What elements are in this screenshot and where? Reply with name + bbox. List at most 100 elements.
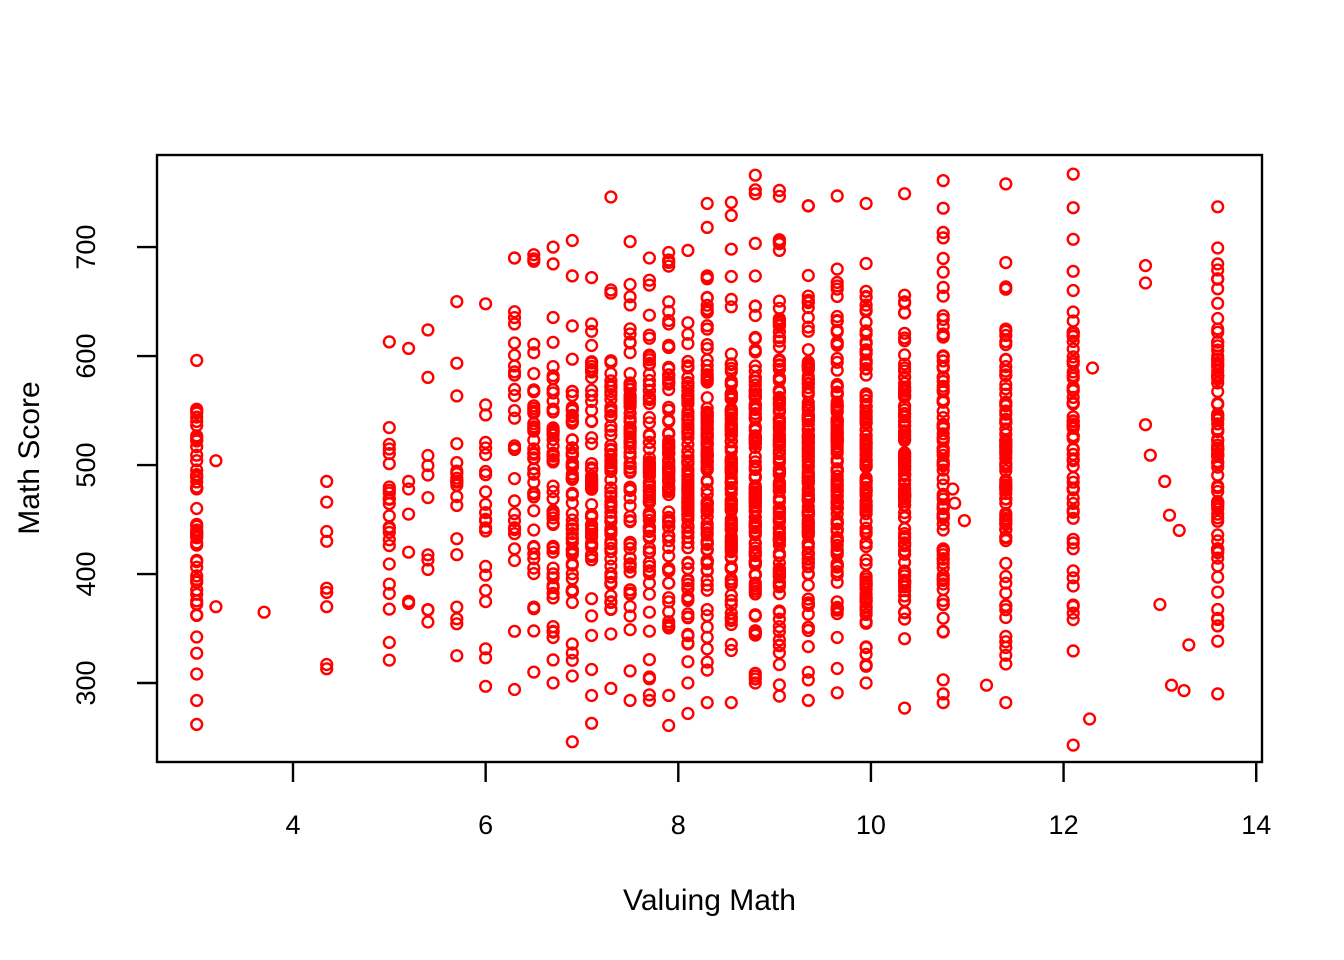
data-point [604, 419, 618, 433]
data-point [681, 360, 695, 374]
data-point [662, 513, 676, 527]
data-point [700, 270, 714, 285]
data-point [772, 362, 787, 377]
data-point [527, 442, 541, 456]
data-point [565, 488, 579, 502]
data-point [190, 531, 204, 545]
data-point [830, 432, 844, 447]
data-point [1066, 201, 1080, 215]
data-point [1066, 232, 1080, 246]
data-point [190, 353, 204, 368]
data-point [546, 402, 560, 416]
data-point [748, 236, 762, 251]
data-point [748, 666, 762, 680]
data-point [450, 490, 464, 504]
data-point [748, 558, 762, 572]
data-point [681, 316, 695, 330]
data-point [642, 605, 657, 619]
data-point [936, 492, 950, 506]
data-point [584, 508, 599, 522]
data-point [681, 327, 695, 341]
data-point [190, 517, 204, 532]
data-point [507, 494, 522, 508]
data-point [1211, 551, 1225, 565]
data-point [190, 553, 204, 567]
data-point [801, 199, 815, 213]
data-point [1211, 257, 1225, 271]
data-point [623, 379, 637, 394]
data-point [604, 510, 618, 525]
data-point [772, 183, 787, 198]
data-point [830, 325, 844, 339]
data-point [604, 527, 618, 541]
data-point [479, 505, 493, 520]
data-points [190, 167, 1225, 752]
data-point [584, 403, 599, 418]
data-point [604, 190, 618, 204]
data-point [748, 485, 762, 499]
data-point [604, 423, 618, 438]
data-point [748, 672, 762, 686]
data-point [772, 416, 787, 430]
data-point [772, 237, 787, 251]
data-point [999, 506, 1013, 521]
data-point [946, 482, 960, 496]
data-point [1066, 167, 1080, 181]
data-point [450, 498, 464, 513]
data-point [382, 653, 396, 667]
data-point [1211, 634, 1225, 648]
data-point [527, 404, 541, 418]
data-point [662, 368, 676, 382]
data-point [772, 243, 787, 258]
data-point [700, 503, 714, 517]
data-point [527, 417, 541, 431]
data-point [801, 528, 815, 542]
data-point [999, 280, 1013, 294]
data-point [623, 290, 637, 304]
data-point [999, 569, 1013, 584]
data-point [642, 383, 657, 397]
data-point [936, 543, 950, 557]
data-point [999, 377, 1013, 392]
data-point [190, 608, 204, 623]
data-point [382, 557, 396, 571]
data-point [662, 340, 676, 355]
data-point [936, 568, 950, 583]
data-point [1211, 507, 1225, 521]
data-point [1066, 354, 1080, 368]
data-point [830, 560, 844, 574]
data-point [1066, 369, 1080, 383]
data-point [421, 468, 435, 482]
data-point [801, 436, 815, 450]
data-point [936, 445, 950, 459]
data-point [724, 695, 738, 710]
data-point [623, 565, 637, 579]
data-point [320, 495, 334, 509]
data-point [830, 355, 844, 369]
data-point [801, 639, 815, 654]
data-point [681, 501, 695, 515]
data-point [662, 505, 676, 519]
data-point [623, 327, 637, 341]
data-point [479, 568, 493, 582]
data-point [681, 637, 695, 651]
data-point [546, 619, 560, 634]
data-point [936, 611, 950, 625]
data-point [1211, 534, 1225, 548]
data-point [999, 364, 1013, 378]
data-point [642, 308, 657, 322]
data-point [642, 435, 657, 449]
data-point [604, 595, 618, 610]
data-point [604, 439, 618, 453]
y-tick-label: 400 [71, 551, 101, 596]
data-point [801, 295, 815, 309]
data-point [623, 437, 637, 451]
data-point [1211, 263, 1225, 277]
data-point [1211, 570, 1225, 584]
data-point [623, 464, 637, 478]
data-point [748, 516, 762, 530]
data-point [801, 484, 815, 498]
data-point [801, 464, 815, 479]
data-point [1066, 644, 1080, 658]
